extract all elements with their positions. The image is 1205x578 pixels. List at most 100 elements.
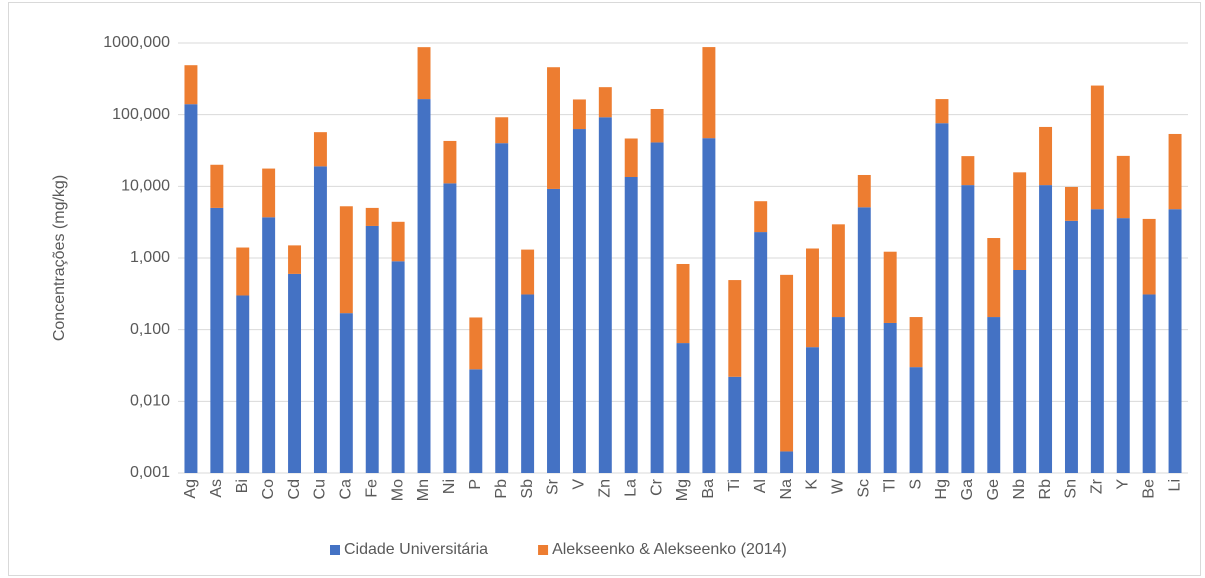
x-tick-label: V xyxy=(571,479,588,490)
bar-segment xyxy=(495,143,509,473)
legend-swatch xyxy=(330,545,340,555)
bar-segment xyxy=(443,183,457,473)
bar-segment xyxy=(987,317,1001,473)
bar-segment xyxy=(1168,133,1182,210)
bar-segment xyxy=(883,251,897,323)
x-tick-label: Ni xyxy=(441,479,458,494)
x-tick-label: Pb xyxy=(493,479,510,499)
y-tick-label: 10,000 xyxy=(121,178,170,195)
x-tick-label: Ca xyxy=(338,479,355,500)
bar-segment xyxy=(650,142,664,473)
y-tick-label: 1,000 xyxy=(130,249,170,266)
x-tick-label: Ba xyxy=(700,479,717,499)
bar-segment xyxy=(547,188,560,474)
bar-segment xyxy=(1168,209,1182,473)
bar-segment xyxy=(288,273,302,473)
x-tick-label: Mg xyxy=(674,479,691,501)
bar-segment xyxy=(495,117,509,144)
x-tick-label: S xyxy=(907,479,924,490)
bar-segment xyxy=(262,168,276,218)
bar-segment xyxy=(780,274,794,452)
bar-segment xyxy=(1013,172,1027,271)
x-tick-label: Sr xyxy=(545,478,562,495)
x-tick-label: Li xyxy=(1166,479,1183,491)
bar-segment xyxy=(702,138,716,473)
bar-segment xyxy=(1013,270,1027,473)
x-tick-label: Sb xyxy=(519,479,536,499)
bar-segment xyxy=(831,224,845,318)
bar-segment xyxy=(676,343,690,473)
x-tick-label: P xyxy=(467,479,484,490)
bar-segment xyxy=(339,206,353,314)
x-tick-label: Co xyxy=(260,479,277,500)
bar-segment xyxy=(1142,218,1156,295)
bar-segment xyxy=(417,47,431,100)
bar-segment xyxy=(1064,220,1078,473)
x-tick-label: Cd xyxy=(286,479,303,499)
x-tick-label: Zn xyxy=(597,479,614,498)
x-tick-label: Bi xyxy=(234,479,251,493)
bar-segment xyxy=(339,313,353,473)
bar-segment xyxy=(754,232,768,473)
y-tick-label: 100,000 xyxy=(112,106,170,123)
bar-segment xyxy=(288,245,302,274)
x-tick-label: Hg xyxy=(933,479,950,499)
bar-segment xyxy=(987,238,1001,318)
bar-segment xyxy=(909,367,923,473)
bar-segment xyxy=(702,47,716,139)
y-axis-title: Concentrações (mg/kg) xyxy=(51,175,68,341)
bar-segment xyxy=(831,317,845,473)
bar-segment xyxy=(624,138,638,177)
bar-segment xyxy=(1090,209,1104,473)
x-tick-label: Mn xyxy=(415,479,432,501)
bar-segment xyxy=(1090,85,1104,210)
x-tick-label: Mo xyxy=(389,479,406,501)
bar-segment xyxy=(1116,218,1130,473)
x-tick-label: Zr xyxy=(1089,478,1106,494)
legend-label: Cidade Universitária xyxy=(344,541,488,558)
y-tick-label: 1000,000 xyxy=(103,34,170,51)
bar-segment xyxy=(650,108,664,143)
bar-segment xyxy=(1064,186,1078,221)
legend-label: Alekseenko & Alekseenko (2014) xyxy=(552,541,787,558)
bar-segment xyxy=(365,207,379,226)
bar-segment xyxy=(1039,185,1053,473)
bar-segment xyxy=(313,132,327,167)
bar-segment xyxy=(754,201,768,233)
x-tick-label: Be xyxy=(1140,479,1157,499)
x-tick-label: Y xyxy=(1114,479,1131,490)
bar-segment xyxy=(184,104,198,474)
x-tick-label: Tl xyxy=(881,479,898,492)
bar-segment xyxy=(1142,294,1156,473)
bar-segment xyxy=(547,67,560,189)
x-tick-label: K xyxy=(804,479,821,490)
bar-segment xyxy=(857,174,871,208)
bar-segment xyxy=(909,317,923,368)
x-tick-label: Fe xyxy=(363,479,380,498)
bar-segment xyxy=(961,156,975,186)
x-tick-label: La xyxy=(622,479,639,497)
bar-segment xyxy=(391,261,405,473)
bar-segment xyxy=(676,263,690,344)
bar-segment xyxy=(857,207,871,473)
bar-segment xyxy=(1116,155,1130,219)
bar-segment xyxy=(417,99,431,473)
x-tick-label: Cr xyxy=(648,478,665,496)
bar-segment xyxy=(313,166,327,473)
y-tick-label: 0,001 xyxy=(130,464,170,481)
x-tick-label: Sn xyxy=(1063,479,1080,499)
bar-segment xyxy=(806,248,819,348)
x-tick-label: As xyxy=(208,479,225,498)
bar-segment xyxy=(262,217,276,473)
x-tick-label: Rb xyxy=(1037,479,1054,500)
bar-segment xyxy=(806,347,819,473)
bar-segment xyxy=(521,249,535,295)
x-tick-label: Ti xyxy=(726,479,743,492)
y-tick-label: 0,100 xyxy=(130,321,170,338)
bar-segment xyxy=(210,207,224,473)
bar-segment xyxy=(572,99,586,130)
bar-segment xyxy=(365,225,379,473)
bar-segment xyxy=(521,294,535,473)
x-tick-label: Ga xyxy=(959,479,976,500)
